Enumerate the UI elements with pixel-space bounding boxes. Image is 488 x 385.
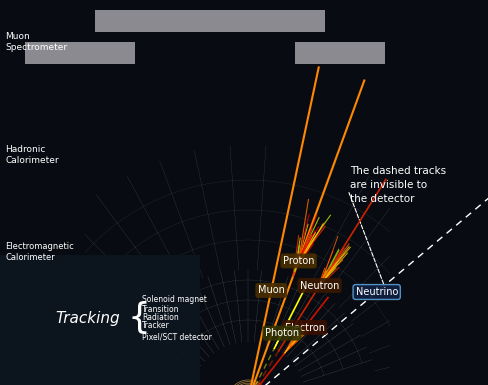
Text: Muon: Muon bbox=[258, 285, 285, 295]
Text: Muon
Spectrometer: Muon Spectrometer bbox=[5, 32, 67, 52]
Text: Electromagnetic
Calorimeter: Electromagnetic Calorimeter bbox=[5, 242, 74, 263]
Text: Neutrino: Neutrino bbox=[355, 287, 398, 297]
Text: Tracking: Tracking bbox=[55, 310, 120, 325]
Bar bbox=[295, 42, 385, 64]
Text: Hadronic
Calorimeter: Hadronic Calorimeter bbox=[5, 145, 59, 166]
Text: Radiation: Radiation bbox=[142, 313, 179, 323]
Bar bbox=[390, 0, 488, 385]
Text: Solenoid magnet: Solenoid magnet bbox=[142, 295, 207, 303]
Text: Transition: Transition bbox=[142, 306, 180, 315]
Text: Tracker: Tracker bbox=[142, 321, 170, 330]
Text: Photon: Photon bbox=[265, 328, 299, 338]
Text: The dashed tracks
are invisible to
the detector: The dashed tracks are invisible to the d… bbox=[350, 166, 446, 204]
Bar bbox=[0, 255, 200, 385]
Text: Neutron: Neutron bbox=[300, 281, 339, 291]
Text: {: { bbox=[128, 301, 151, 335]
Bar bbox=[0, 0, 85, 385]
Text: Pixel/SCT detector: Pixel/SCT detector bbox=[142, 333, 212, 341]
Bar bbox=[25, 42, 135, 64]
Text: Proton: Proton bbox=[283, 256, 314, 266]
Bar bbox=[95, 10, 325, 32]
Text: Electron: Electron bbox=[285, 323, 325, 333]
